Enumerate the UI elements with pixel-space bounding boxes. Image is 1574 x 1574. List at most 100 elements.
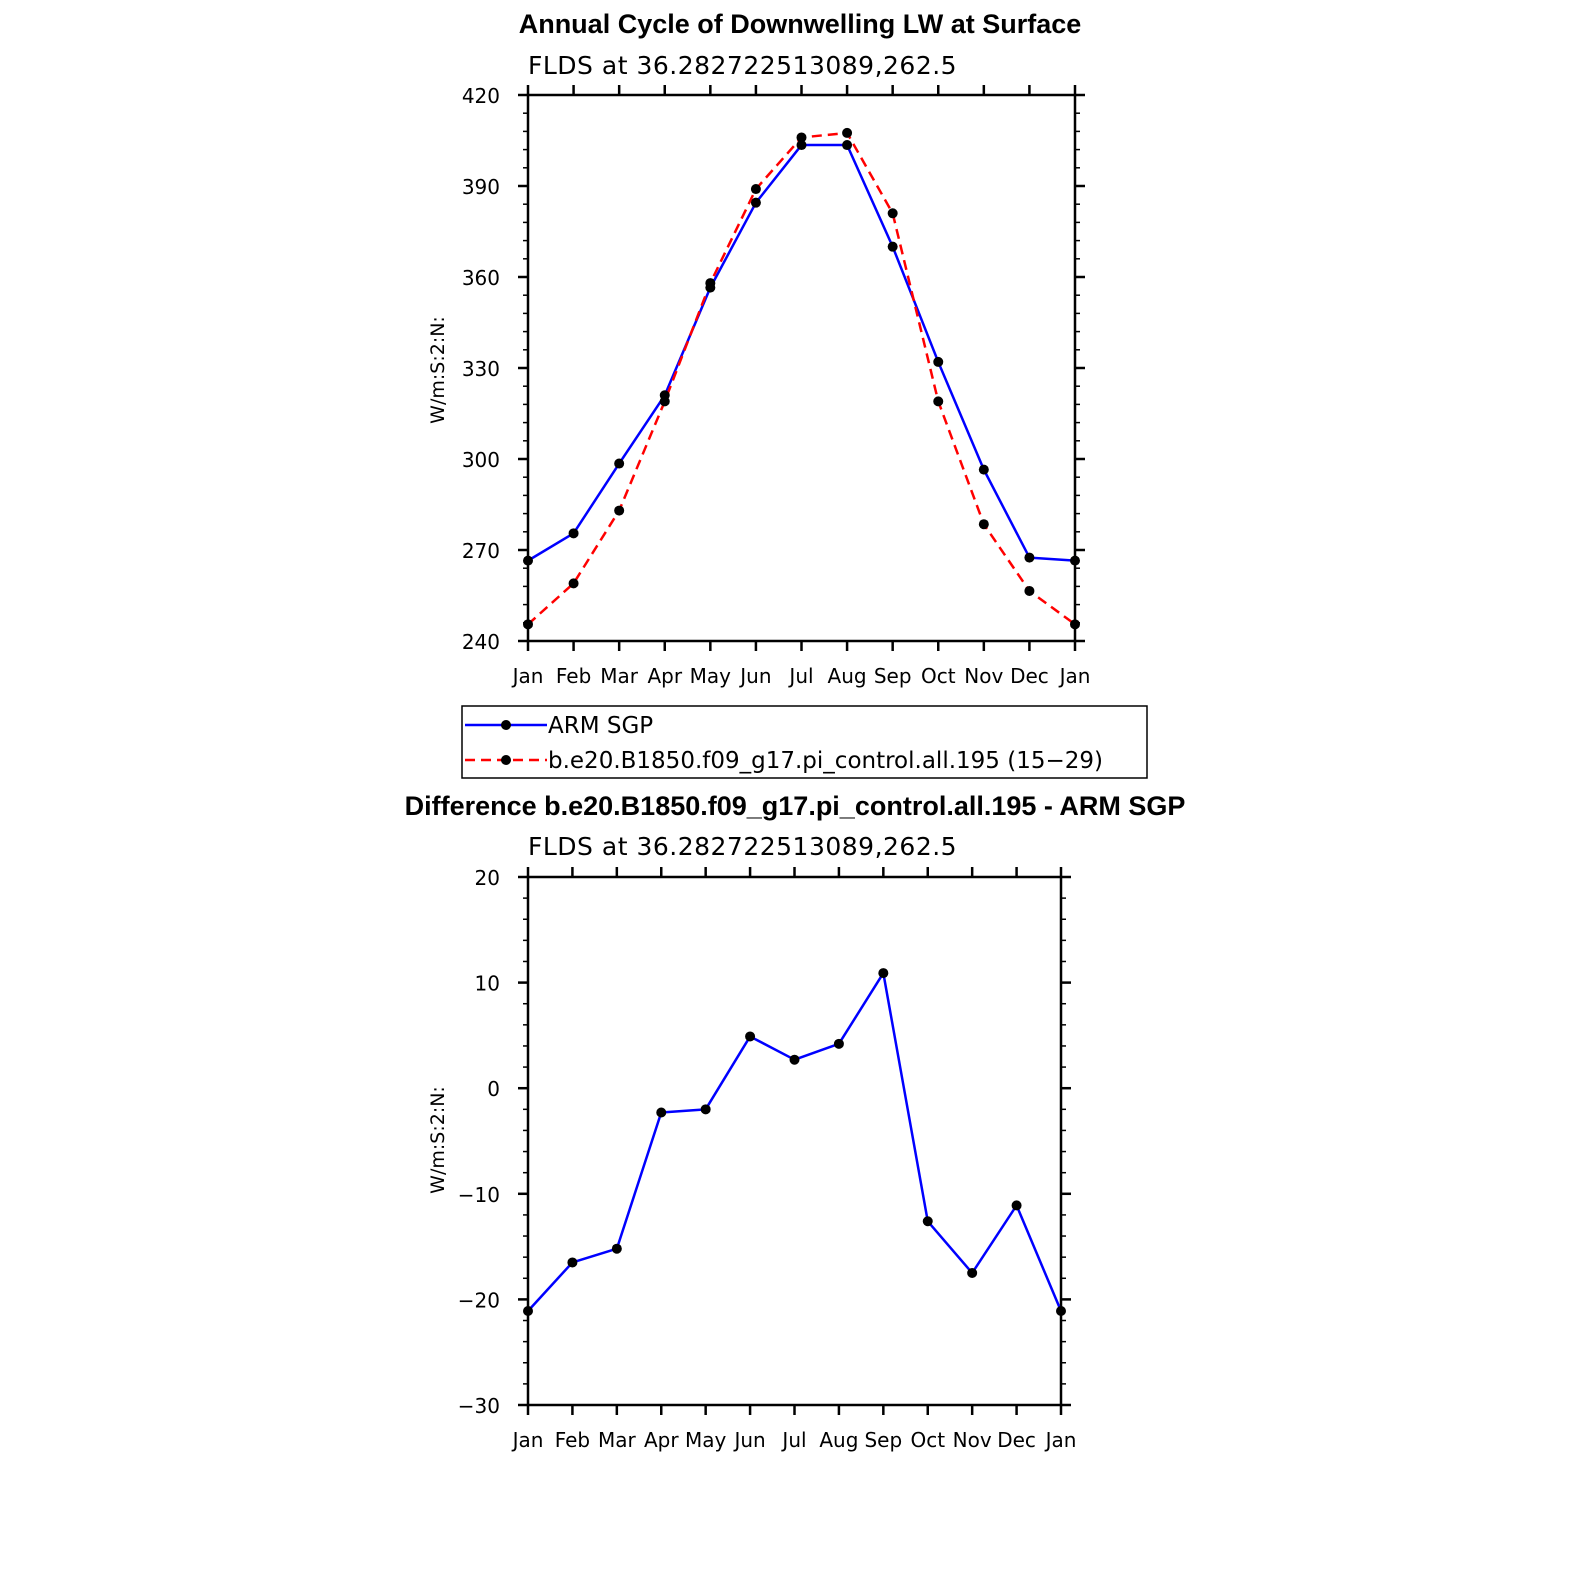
data-point-1: [796, 132, 807, 143]
data-point-0: [614, 458, 625, 469]
y-tick-label: −20: [458, 1288, 500, 1312]
data-point-1: [978, 519, 989, 530]
x-tick-label: Sep: [864, 1428, 902, 1452]
x-tick-label: Mar: [600, 664, 639, 688]
data-point-0: [750, 197, 761, 208]
legend-label-arm-sgp: ARM SGP: [548, 713, 653, 739]
data-point-1: [659, 396, 670, 407]
chart-title-top: Annual Cycle of Downwelling LW at Surfac…: [519, 9, 1082, 39]
x-tick-label: Jul: [780, 1428, 806, 1452]
legend-label-model: b.e20.B1850.f09_g17.pi_control.all.195 (…: [548, 748, 1103, 774]
y-tick-label: −30: [458, 1394, 500, 1418]
x-tick-label: May: [690, 664, 732, 688]
y-tick-label: 420: [462, 84, 500, 108]
data-point-0: [967, 1268, 978, 1278]
x-tick-label: May: [685, 1428, 727, 1452]
axes-bottom: Jan Feb Mar Apr May Jun Jul Aug Sep Oct Nov Dec Jan 2…: [458, 866, 1077, 1452]
data-point-0: [887, 241, 898, 252]
x-tick-label: Jun: [738, 664, 771, 688]
x-tick-label: Dec: [1010, 664, 1049, 688]
x-tick-label: Feb: [555, 1428, 590, 1452]
data-point-0: [922, 1216, 933, 1227]
data-point-0: [878, 968, 889, 979]
annual-cycle-panel: Annual Cycle of Downwelling LW at Surfac…: [427, 9, 1090, 688]
data-point-1: [614, 505, 625, 516]
x-tick-label: Apr: [644, 1428, 679, 1452]
legend-marker-model: [501, 755, 511, 765]
data-point-0: [1070, 555, 1080, 566]
data-point-0: [567, 1257, 578, 1268]
x-tick-label: Oct: [910, 1428, 945, 1452]
data-point-1: [1070, 619, 1080, 630]
data-point-0: [1056, 1306, 1066, 1317]
y-tick-label: 330: [462, 357, 500, 381]
data-point-1: [887, 208, 898, 219]
y-tick-label: 10: [475, 972, 500, 996]
data-point-0: [1011, 1200, 1022, 1211]
x-tick-label: Dec: [997, 1428, 1036, 1452]
data-point-1: [842, 127, 853, 138]
series-line-0: [527, 143, 1076, 562]
y-tick-label: 0: [487, 1077, 500, 1101]
series-layer-top: [523, 127, 1080, 630]
y-axis-label-top: W/m:S:2:N:: [427, 316, 449, 424]
x-tick-label: Jan: [1044, 1428, 1077, 1452]
data-point-0: [611, 1243, 622, 1254]
x-tick-label: Oct: [921, 664, 956, 688]
data-point-0: [656, 1107, 667, 1118]
series-line-1: [527, 131, 1076, 626]
legend-frame: [461, 705, 1148, 779]
data-point-0: [833, 1038, 844, 1049]
x-tick-label: Nov: [964, 664, 1003, 688]
y-axis-label-bottom: W/m:S:2:N:: [427, 1086, 449, 1194]
y-tick-label: 360: [462, 266, 500, 290]
data-point-1: [1024, 585, 1035, 596]
legend-entry-arm-sgp: ARM SGP: [465, 713, 653, 739]
x-tick-label: Jun: [732, 1428, 765, 1452]
data-point-1: [568, 578, 579, 589]
legend-marker-arm-sgp: [501, 720, 511, 730]
plot-frame-top: [526, 93, 1077, 643]
legend-entry-model: b.e20.B1850.f09_g17.pi_control.all.195 (…: [465, 748, 1103, 774]
x-tick-label: Jan: [511, 664, 544, 688]
x-tick-label: Mar: [598, 1428, 637, 1452]
data-point-1: [933, 396, 944, 407]
x-tick-label: Aug: [819, 1428, 858, 1452]
data-point-0: [523, 1306, 533, 1317]
data-point-1: [750, 184, 761, 195]
y-tick-label: 300: [462, 448, 500, 472]
legend: ARM SGP b.e20.B1850.f09_g17.pi_control.a…: [461, 705, 1148, 779]
data-point-0: [745, 1031, 756, 1042]
series-line-0: [527, 971, 1063, 1312]
data-point-0: [700, 1104, 711, 1115]
y-tick-label: 240: [462, 630, 500, 654]
series-layer-bottom: [523, 968, 1066, 1317]
x-tick-label: Jan: [1058, 664, 1091, 688]
x-tick-label: Apr: [647, 664, 682, 688]
data-point-0: [933, 356, 944, 367]
data-point-1: [705, 278, 716, 289]
chart-title-bottom: Difference b.e20.B1850.f09_g17.pi_contro…: [405, 791, 1186, 821]
x-tick-label: Jan: [511, 1428, 544, 1452]
x-tick-label: Aug: [828, 664, 867, 688]
data-point-0: [568, 528, 579, 539]
x-tick-label: Sep: [874, 664, 912, 688]
data-point-0: [789, 1054, 800, 1065]
data-point-0: [796, 140, 807, 151]
plot-frame-bottom: [526, 875, 1063, 1407]
chart-subtitle-bottom: FLDS at 36.282722513089,262.5: [528, 832, 957, 861]
x-tick-label: Nov: [953, 1428, 992, 1452]
data-point-1: [523, 619, 533, 630]
y-tick-label: 270: [462, 539, 500, 563]
data-point-0: [523, 555, 533, 566]
x-tick-label: Feb: [556, 664, 591, 688]
y-tick-label: 20: [475, 866, 500, 890]
data-point-0: [1024, 552, 1035, 563]
difference-panel: Difference b.e20.B1850.f09_g17.pi_contro…: [405, 791, 1186, 1452]
y-tick-label: −10: [458, 1183, 500, 1207]
data-point-0: [842, 140, 853, 151]
x-tick-label: Jul: [787, 664, 813, 688]
y-tick-label: 390: [462, 175, 500, 199]
chart-subtitle-top: FLDS at 36.282722513089,262.5: [528, 51, 957, 80]
